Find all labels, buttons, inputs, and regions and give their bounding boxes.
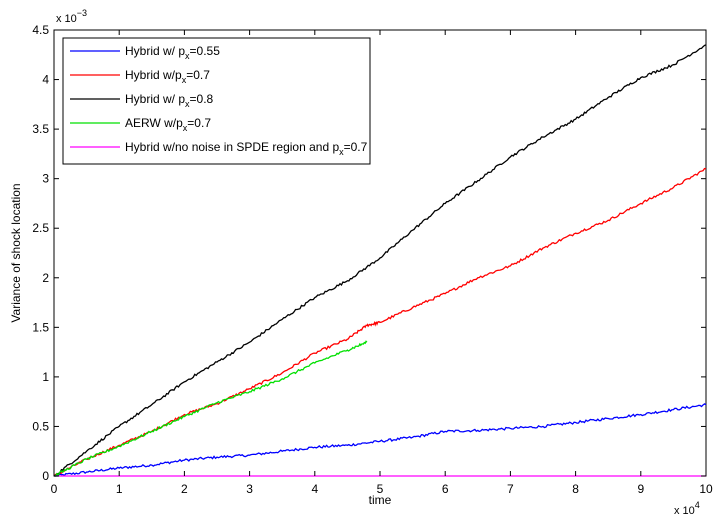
legend-label-2: Hybrid w/px=0.7 (125, 68, 210, 85)
x-multiplier: x 104 (674, 500, 700, 517)
y-tick-label: 4.5 (32, 23, 49, 37)
y-tick-label: 0 (42, 469, 49, 483)
y-multiplier-base: x 10 (56, 13, 77, 25)
x-tick-label: 10 (699, 482, 713, 496)
x-tick-label: 3 (246, 482, 253, 496)
ticks-layer: 0 1 2 3 4 5 6 7 8 9 10 0 0.5 1 1.5 2 2.5 3 3.5 4 4.5 (32, 23, 713, 496)
legend-entries: Hybrid w/ px=0.55 Hybrid w/px=0.7 Hybrid w… (70, 44, 368, 157)
x-tick-label: 7 (507, 482, 514, 496)
x-tick-label: 9 (637, 482, 644, 496)
x-axis-label: time (369, 493, 392, 507)
y-axis-label: Variance of shock location (9, 183, 23, 322)
y-tick-label: 1.5 (32, 320, 49, 334)
legend-box (62, 37, 371, 165)
legend-label-1: Hybrid w/ px=0.55 (125, 44, 220, 61)
x-tick-label: 4 (311, 482, 318, 496)
y-tick-label: 1 (42, 370, 49, 384)
y-tick-label: 2.5 (32, 221, 49, 235)
y-tick-label: 4 (42, 73, 49, 87)
y-multiplier-exp: −3 (77, 8, 87, 18)
legend-label-5: Hybrid w/no noise in SPDE region and px=… (125, 140, 368, 157)
legend-label-3: Hybrid w/ px=0.8 (125, 92, 214, 109)
x-multiplier-exp: 4 (695, 500, 700, 510)
x-tick-label: 8 (572, 482, 579, 496)
y-tick-label: 3.5 (32, 122, 49, 136)
x-tick-label: 0 (51, 482, 58, 496)
x-tick-label: 2 (181, 482, 188, 496)
legend: Hybrid w/ px=0.55 Hybrid w/px=0.7 Hybrid w… (62, 37, 371, 165)
y-tick-label: 0.5 (32, 419, 49, 433)
series-line-4 (53, 340, 368, 477)
x-tick-label: 6 (442, 482, 449, 496)
series-line-1 (53, 403, 707, 477)
legend-label-4: AERW w/px=0.7 (125, 116, 211, 133)
series-line-3 (53, 44, 707, 477)
x-tick-label: 1 (116, 482, 123, 496)
y-tick-label: 3 (42, 172, 49, 186)
x-multiplier-base: x 10 (674, 505, 695, 517)
y-tick-label: 2 (42, 271, 49, 285)
y-multiplier: x 10−3 (56, 8, 87, 25)
x-tick-label: 5 (377, 482, 384, 496)
